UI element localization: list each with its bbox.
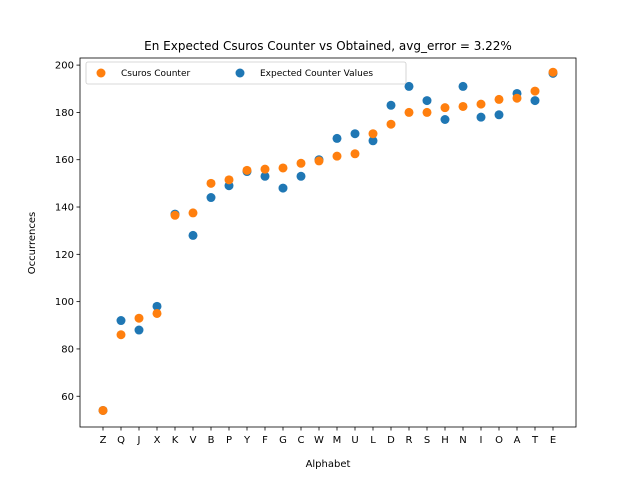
- x-tick-label: N: [459, 435, 466, 446]
- legend-label-expected-counter: Expected Counter Values: [260, 69, 373, 79]
- point-csuros-counter-h: [440, 103, 450, 113]
- plot-frame: [79, 57, 577, 428]
- point-csuros-counter-y: [242, 165, 252, 175]
- legend-label-csuros-counter: Csuros Counter: [121, 69, 191, 79]
- x-tick-label: C: [298, 435, 305, 446]
- point-csuros-counter-k: [170, 210, 180, 220]
- point-expected-counter-values-s: [422, 96, 432, 106]
- point-expected-counter-values-f: [260, 171, 270, 181]
- x-tick-label: G: [279, 435, 287, 446]
- point-expected-counter-values-h: [440, 115, 450, 124]
- point-expected-counter-values-m: [332, 133, 342, 143]
- point-csuros-counter-j: [134, 313, 144, 323]
- plot-area: [79, 57, 577, 428]
- point-csuros-counter-v: [188, 208, 198, 218]
- y-tick-label: 120: [55, 250, 74, 261]
- point-expected-counter-values-c: [296, 171, 306, 181]
- point-csuros-counter-b: [206, 178, 216, 188]
- x-tick-label: Q: [117, 435, 125, 446]
- point-csuros-counter-f: [260, 164, 270, 174]
- point-expected-counter-values-d: [386, 100, 396, 110]
- point-expected-counter-values-b: [206, 193, 216, 203]
- chart-title: En Expected Csuros Counter vs Obtained, …: [144, 39, 512, 53]
- point-csuros-counter-e: [548, 67, 558, 77]
- x-tick-label: K: [172, 435, 179, 446]
- y-tick-label: 100: [55, 297, 74, 308]
- point-csuros-counter-u: [350, 149, 360, 159]
- x-tick-label: P: [226, 435, 232, 446]
- point-expected-counter-values-g: [278, 183, 288, 193]
- point-csuros-counter-t: [530, 86, 540, 96]
- series-csuros-counter: [98, 67, 558, 415]
- x-tick-label: X: [154, 435, 161, 446]
- point-csuros-counter-g: [278, 163, 288, 173]
- x-tick-label: S: [424, 435, 430, 446]
- y-axis-label: Occurrences: [27, 212, 38, 274]
- legend-marker-expected-counter: [235, 68, 245, 78]
- point-csuros-counter-l: [368, 129, 378, 139]
- point-csuros-counter-d: [386, 119, 396, 129]
- point-csuros-counter-a: [512, 93, 522, 103]
- point-expected-counter-values-t: [530, 96, 540, 106]
- point-expected-counter-values-r: [404, 81, 414, 91]
- legend: Csuros Counter Expected Counter Values: [85, 61, 407, 85]
- point-csuros-counter-r: [404, 107, 414, 117]
- point-expected-counter-values-j: [134, 325, 144, 335]
- point-csuros-counter-o: [494, 94, 504, 104]
- y-tick-label: 160: [55, 155, 74, 166]
- y-tick-label: 140: [55, 203, 74, 214]
- point-expected-counter-values-v: [188, 230, 198, 240]
- point-expected-counter-values-l: [368, 136, 378, 146]
- point-csuros-counter-z: [98, 405, 108, 415]
- point-csuros-counter-p: [224, 175, 234, 185]
- point-csuros-counter-n: [458, 101, 468, 111]
- x-tick-label: O: [495, 435, 503, 446]
- y-tick-label: 180: [55, 108, 74, 119]
- point-expected-counter-values-i: [476, 112, 486, 122]
- legend-box: [85, 61, 407, 85]
- x-tick-label: Y: [243, 435, 251, 446]
- x-tick-label: A: [514, 435, 521, 446]
- point-expected-counter-values-x: [152, 301, 162, 311]
- x-tick-label: I: [480, 435, 483, 446]
- y-tick-label: 80: [61, 344, 74, 355]
- x-tick-label: M: [333, 435, 342, 446]
- x-axis-label: Alphabet: [306, 459, 351, 470]
- point-expected-counter-values-n: [458, 81, 468, 91]
- x-tick-label: H: [441, 435, 449, 446]
- x-tick-label: Z: [100, 435, 107, 446]
- point-csuros-counter-c: [296, 158, 306, 168]
- x-tick-label: U: [351, 435, 358, 446]
- point-csuros-counter-w: [314, 156, 324, 166]
- point-csuros-counter-x: [152, 308, 162, 318]
- x-tick-label: B: [208, 435, 215, 446]
- x-tick-label: F: [262, 435, 268, 446]
- y-axis: 60 80 100 120 140 160 180 200: [55, 61, 80, 403]
- y-tick-label: 200: [55, 61, 74, 72]
- x-tick-label: J: [137, 435, 141, 446]
- x-tick-label: D: [387, 435, 395, 446]
- point-csuros-counter-q: [116, 330, 126, 340]
- x-tick-label: L: [370, 435, 376, 446]
- x-tick-label: T: [531, 435, 539, 446]
- x-tick-label: W: [314, 435, 324, 446]
- point-expected-counter-values-q: [116, 316, 126, 326]
- point-csuros-counter-s: [422, 107, 432, 117]
- point-csuros-counter-i: [476, 99, 486, 109]
- x-tick-label: R: [406, 435, 413, 446]
- point-expected-counter-values-o: [494, 110, 504, 120]
- y-tick-label: 60: [61, 392, 74, 403]
- point-expected-counter-values-u: [350, 129, 360, 139]
- legend-marker-csuros-counter: [96, 68, 106, 78]
- x-tick-label: E: [550, 435, 556, 446]
- x-tick-label: V: [190, 435, 197, 446]
- point-csuros-counter-m: [332, 151, 342, 161]
